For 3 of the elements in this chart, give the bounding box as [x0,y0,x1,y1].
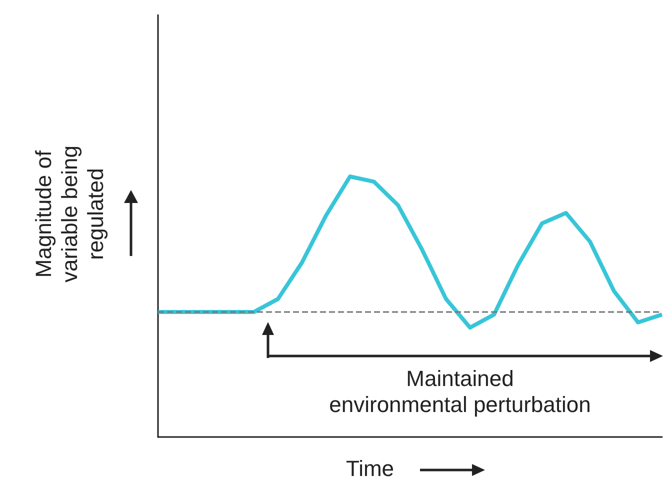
x-axis-title: Time [344,456,396,482]
annotation: Maintained environmental perturbation [328,366,592,418]
y-axis-title: Magnitude of variable being regulated [31,144,109,284]
